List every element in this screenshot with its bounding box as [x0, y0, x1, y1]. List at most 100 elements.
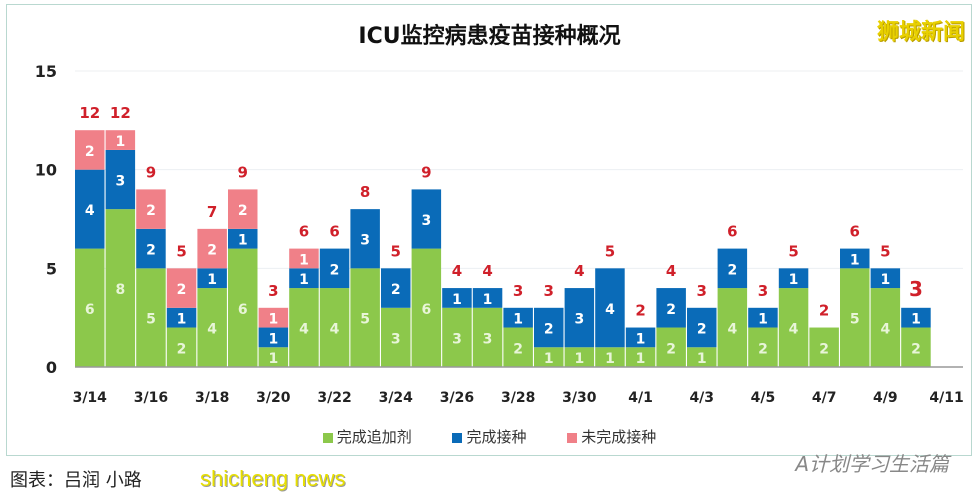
bar-segment [105, 130, 136, 150]
legend-item: 完成接种 [452, 426, 527, 447]
bar-segment [442, 307, 472, 367]
total-label: 4 [574, 262, 584, 280]
segment-label: 1 [850, 252, 860, 268]
bar-segment [136, 268, 166, 367]
x-tick-label: 4/1 [628, 390, 653, 406]
segment-label: 4 [207, 322, 217, 338]
total-label: 5 [788, 242, 798, 260]
bar-segment [717, 288, 748, 367]
bar-segment [197, 288, 227, 367]
bar-segment [258, 347, 289, 367]
total-label: 3 [697, 282, 707, 300]
total-label: 6 [727, 223, 737, 241]
segment-label: 1 [636, 331, 646, 347]
total-label: 3 [513, 282, 523, 300]
bar-segment [472, 307, 503, 367]
segment-label: 1 [268, 351, 278, 367]
segment-label: 1 [758, 312, 768, 328]
segment-label: 2 [758, 341, 768, 357]
bar-segment [870, 288, 901, 367]
bar-segment [319, 248, 350, 289]
bar-segment [534, 307, 564, 348]
segment-label: 5 [850, 312, 860, 328]
x-tick-label: 4/11 [929, 390, 963, 406]
bar-segment [564, 288, 595, 348]
bar-segment [625, 327, 656, 348]
y-tick-label: 15 [35, 62, 57, 81]
segment-label: 1 [207, 272, 217, 288]
total-label: 5 [391, 242, 401, 260]
bar-segment [472, 288, 503, 308]
segment-label: 1 [177, 312, 187, 328]
segment-label: 5 [360, 312, 370, 328]
bar-segment [503, 307, 533, 328]
x-tick-label: 4/3 [689, 390, 714, 406]
x-tick-label: 3/22 [317, 390, 351, 406]
segment-label: 1 [513, 312, 523, 328]
segment-label: 4 [299, 322, 309, 338]
bar-segment [901, 327, 931, 367]
bar-segment [350, 209, 380, 269]
bar-segment [503, 327, 533, 367]
chart-frame [6, 4, 972, 456]
segment-label: 1 [544, 351, 554, 367]
bar-segment [105, 209, 136, 367]
segment-label: 1 [299, 272, 309, 288]
bar-segment [197, 228, 227, 269]
bar-segment [136, 228, 166, 269]
bar-segment [687, 307, 717, 348]
segment-label: 2 [513, 341, 523, 357]
total-label: 3 [758, 282, 768, 300]
bar-segment [411, 189, 442, 249]
total-label: 3 [268, 282, 278, 300]
x-tick-label: 3/18 [195, 390, 229, 406]
segment-label: 1 [299, 252, 309, 268]
bar-segment [166, 268, 197, 308]
segment-label: 1 [789, 272, 799, 288]
bar-segment [778, 268, 809, 289]
total-label: 4 [666, 262, 676, 280]
y-tick-label: 0 [46, 358, 57, 377]
legend-swatch [322, 433, 333, 443]
bar-segment [228, 248, 258, 367]
bar-segment [258, 327, 289, 348]
total-label: 6 [850, 223, 860, 241]
segment-label: 4 [85, 203, 95, 219]
bar-segment [595, 268, 625, 348]
legend: 完成追加剂 完成接种 未完成接种 [0, 426, 979, 447]
segment-label: 2 [666, 302, 676, 318]
bar-segment [411, 248, 442, 367]
segment-label: 6 [85, 302, 95, 318]
segment-label: 2 [146, 243, 156, 259]
segment-label: 2 [177, 341, 187, 357]
y-tick-label: 10 [35, 161, 57, 180]
bar-segment [717, 248, 748, 289]
total-label: 9 [146, 163, 156, 181]
total-label: 7 [207, 203, 217, 221]
segment-label: 1 [483, 292, 493, 308]
segment-label: 2 [666, 341, 676, 357]
segment-label: 3 [452, 331, 462, 347]
segment-label: 1 [452, 292, 462, 308]
segment-label: 1 [268, 312, 278, 328]
bar-segment [75, 130, 105, 170]
x-tick-label: 3/14 [73, 390, 108, 406]
x-tick-label: 4/9 [873, 390, 898, 406]
segment-label: 6 [421, 302, 431, 318]
legend-label: 完成接种 [466, 428, 527, 446]
segment-label: 2 [391, 282, 401, 298]
legend-item: 未完成接种 [567, 426, 656, 447]
x-tick-label: 3/16 [134, 390, 168, 406]
x-tick-label: 3/20 [256, 390, 291, 406]
segment-label: 3 [115, 174, 125, 190]
segment-label: 1 [636, 351, 646, 367]
segment-label: 1 [880, 272, 890, 288]
segment-label: 2 [146, 203, 156, 219]
total-label: 8 [360, 183, 370, 201]
bar-segment [289, 288, 319, 367]
total-label: 3 [544, 282, 554, 300]
bar-segment [748, 327, 778, 367]
segment-label: 1 [911, 312, 921, 328]
bar-segment [197, 268, 227, 289]
